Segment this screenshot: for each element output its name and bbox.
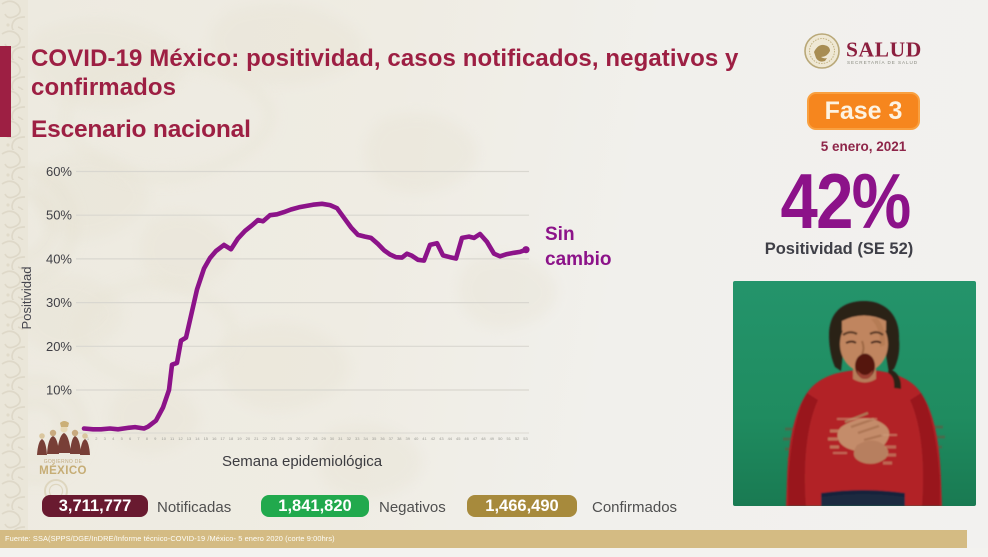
svg-text:GOBIERNO DE: GOBIERNO DE	[44, 459, 83, 465]
svg-text:23: 23	[271, 436, 276, 441]
svg-text:29: 29	[321, 436, 326, 441]
svg-text:27: 27	[305, 436, 310, 441]
svg-text:2: 2	[95, 436, 98, 441]
svg-text:50: 50	[498, 436, 503, 441]
svg-text:50%: 50%	[46, 208, 72, 223]
svg-text:32: 32	[347, 436, 352, 441]
svg-text:13: 13	[187, 436, 192, 441]
svg-text:44: 44	[448, 436, 453, 441]
svg-text:30: 30	[330, 436, 335, 441]
svg-text:53: 53	[523, 436, 528, 441]
svg-text:39: 39	[405, 436, 410, 441]
svg-text:41: 41	[422, 436, 427, 441]
svg-text:43: 43	[439, 436, 444, 441]
svg-text:1: 1	[87, 436, 90, 441]
svg-text:Positividad: Positividad	[19, 267, 34, 330]
svg-text:20%: 20%	[46, 339, 72, 354]
svg-text:6: 6	[129, 436, 132, 441]
svg-text:47: 47	[473, 436, 478, 441]
svg-text:51: 51	[506, 436, 511, 441]
svg-text:7: 7	[137, 436, 140, 441]
svg-text:36: 36	[380, 436, 385, 441]
svg-text:20: 20	[246, 436, 251, 441]
svg-text:5: 5	[121, 436, 124, 441]
svg-text:19: 19	[237, 436, 242, 441]
svg-text:35: 35	[372, 436, 377, 441]
svg-text:MÉXICO: MÉXICO	[39, 464, 87, 477]
svg-text:18: 18	[229, 436, 234, 441]
svg-text:8: 8	[146, 436, 149, 441]
svg-text:46: 46	[464, 436, 469, 441]
svg-text:16: 16	[212, 436, 217, 441]
svg-text:12: 12	[178, 436, 183, 441]
svg-text:42: 42	[431, 436, 436, 441]
svg-text:49: 49	[490, 436, 495, 441]
svg-text:60%: 60%	[46, 164, 72, 179]
svg-text:26: 26	[296, 436, 301, 441]
svg-text:SECRETARÍA DE SALUD: SECRETARÍA DE SALUD	[847, 59, 918, 65]
svg-text:Semana epidemiológica: Semana epidemiológica	[222, 453, 383, 470]
svg-text:33: 33	[355, 436, 360, 441]
svg-text:30%: 30%	[46, 295, 72, 310]
svg-text:10: 10	[161, 436, 166, 441]
svg-text:34: 34	[363, 436, 368, 441]
svg-text:38: 38	[397, 436, 402, 441]
svg-text:SALUD: SALUD	[846, 38, 922, 62]
svg-text:52: 52	[515, 436, 520, 441]
svg-text:37: 37	[389, 436, 394, 441]
svg-text:3: 3	[104, 436, 107, 441]
svg-text:48: 48	[481, 436, 486, 441]
svg-text:28: 28	[313, 436, 318, 441]
svg-text:25: 25	[288, 436, 293, 441]
svg-text:24: 24	[279, 436, 284, 441]
svg-text:10%: 10%	[46, 383, 72, 398]
svg-text:21: 21	[254, 436, 259, 441]
svg-text:22: 22	[262, 436, 267, 441]
svg-text:31: 31	[338, 436, 343, 441]
svg-text:9: 9	[154, 436, 157, 441]
svg-text:40%: 40%	[46, 251, 72, 266]
svg-text:15: 15	[204, 436, 209, 441]
svg-text:45: 45	[456, 436, 461, 441]
svg-text:17: 17	[220, 436, 225, 441]
svg-text:40: 40	[414, 436, 419, 441]
svg-text:11: 11	[170, 436, 175, 441]
svg-text:4: 4	[112, 436, 115, 441]
svg-text:14: 14	[195, 436, 200, 441]
